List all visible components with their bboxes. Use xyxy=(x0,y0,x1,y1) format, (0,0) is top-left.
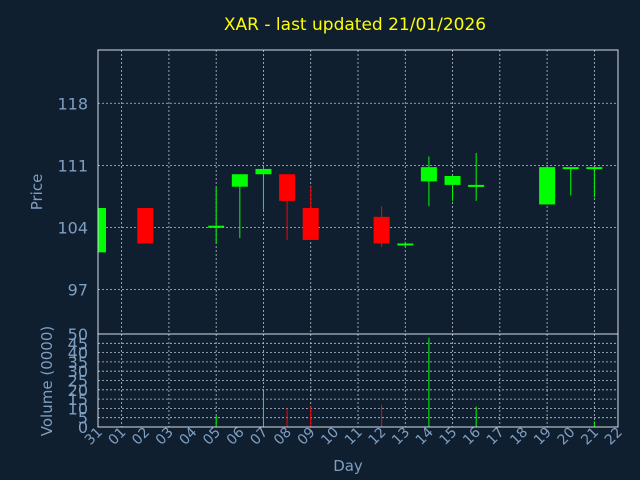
volume-tick-label: 40 xyxy=(68,344,88,363)
candle-body xyxy=(539,167,556,205)
candle-body xyxy=(562,167,579,170)
x-ticks: 31 01 02 03 04 05 06 07 08 09 10 11 12 13 14 15 16 17 18 19… xyxy=(82,424,626,448)
candle-body xyxy=(420,167,437,182)
volume-tick-label: 50 xyxy=(68,325,88,344)
volume-tick-label: 30 xyxy=(68,362,88,381)
candle-body xyxy=(137,207,154,244)
candle-body xyxy=(255,168,272,175)
chart-title: XAR - last updated 21/01/2026 xyxy=(224,15,486,35)
volume-bars xyxy=(215,337,595,427)
volume-tick-label: 20 xyxy=(68,381,88,400)
candle-body xyxy=(208,225,225,228)
volume-tick-label: 45 xyxy=(68,334,88,353)
volume-tick-label: 10 xyxy=(68,399,88,418)
candle-body xyxy=(444,176,461,185)
price-tick-label: 118 xyxy=(57,94,88,113)
volume-tick-label: 35 xyxy=(68,353,88,372)
candle-body xyxy=(586,167,603,170)
x-axis-label: Day xyxy=(333,457,363,475)
volume-plot-frame xyxy=(97,333,619,428)
price-tick-label: 97 xyxy=(68,281,88,300)
candle-body xyxy=(468,184,485,187)
candle-body xyxy=(231,174,248,187)
volume-tick-label: 0 xyxy=(78,418,88,437)
candle-body xyxy=(373,216,390,244)
volume-axis-label: Volume (0000) xyxy=(38,326,56,436)
volume-tick-label: 25 xyxy=(68,372,88,391)
price-tick-label: 111 xyxy=(57,156,88,175)
candle-body xyxy=(98,207,106,253)
candle-body xyxy=(302,207,319,240)
candle-body xyxy=(397,243,414,246)
price-tick-label: 104 xyxy=(57,219,88,238)
candle-body xyxy=(279,174,296,201)
volume-tick-label: 15 xyxy=(68,390,88,409)
volume-grid xyxy=(98,334,618,427)
volume-tick-label: 5 xyxy=(78,409,88,428)
price-y-ticks: 97 104 111 118 xyxy=(57,94,88,299)
price-axis-label: Price xyxy=(28,174,46,211)
